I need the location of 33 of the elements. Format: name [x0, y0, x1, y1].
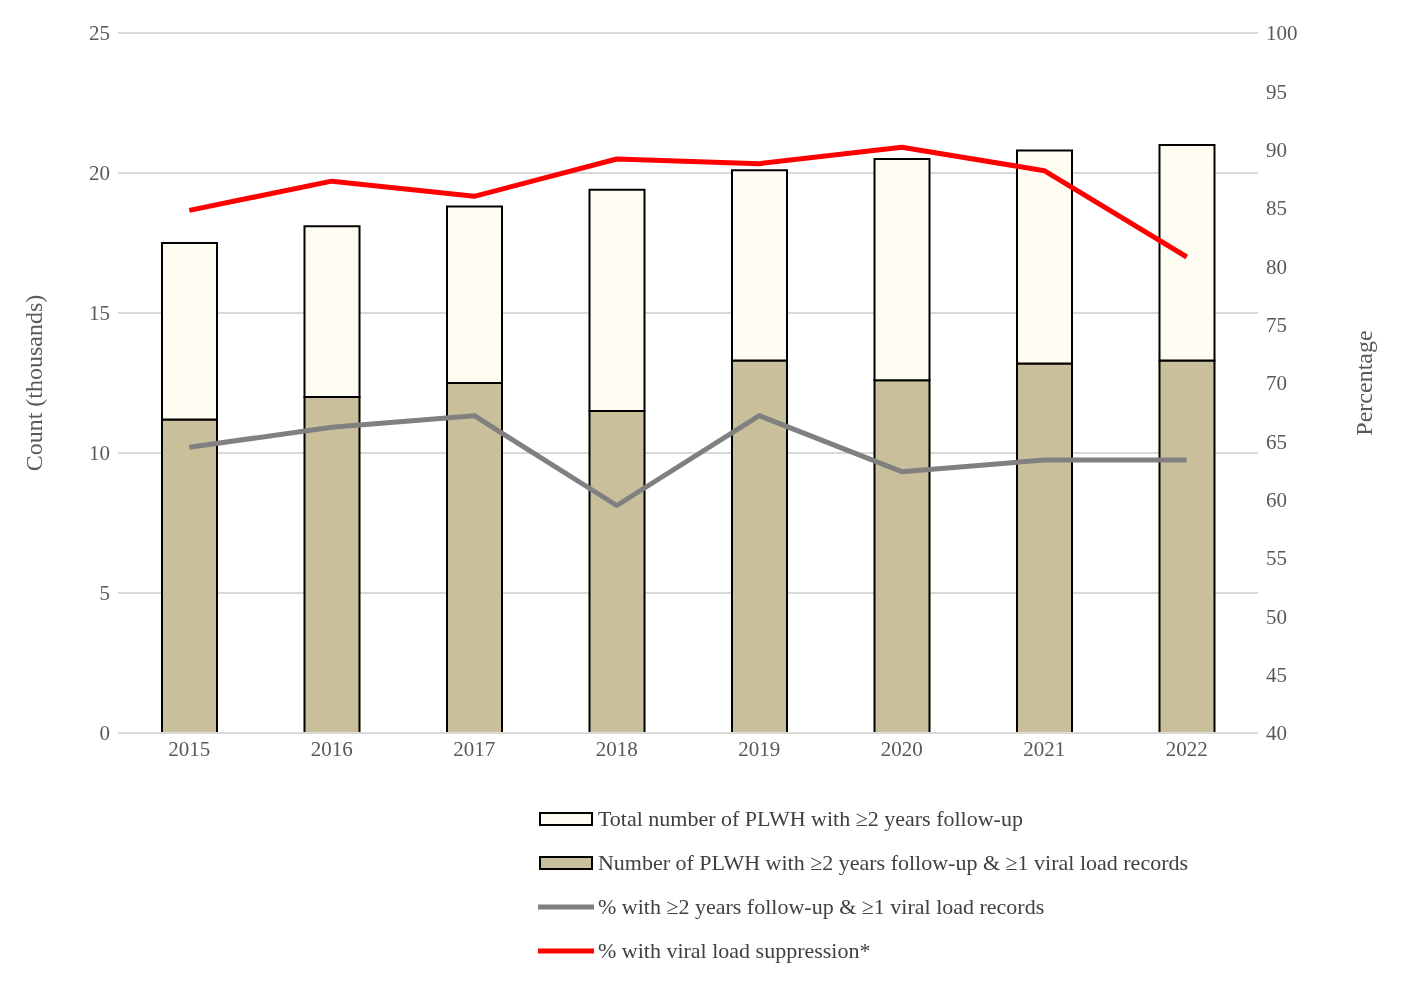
y-tick-label: 5 [99, 581, 110, 606]
x-tick-label: 2019 [738, 736, 781, 761]
x-tick-label: 2017 [453, 736, 496, 761]
y2-tick-label: 80 [1266, 254, 1287, 279]
x-tick-label: 2018 [595, 736, 638, 761]
y2-tick-label: 65 [1266, 429, 1287, 454]
y-axis-title: Count (thousands) [20, 294, 47, 472]
y2-tick-label: 85 [1266, 196, 1287, 221]
legend-label: % with viral load suppression* [597, 938, 871, 964]
y2-tick-label: 90 [1266, 138, 1287, 163]
y-tick-label: 15 [89, 301, 110, 326]
y2-tick-label: 60 [1266, 488, 1287, 513]
y2-axis-title: Percentage [1350, 330, 1377, 436]
y2-tick-label: 40 [1266, 721, 1287, 746]
legend-label: Total number of PLWH with ≥2 years follow-up [597, 806, 1023, 832]
y-tick-label: 0 [99, 721, 110, 746]
x-tick-label: 2020 [880, 736, 923, 761]
y-tick-label: 25 [89, 21, 110, 46]
y-tick-label: 10 [89, 441, 110, 466]
y2-tick-label: 45 [1266, 663, 1287, 688]
x-tick-label: 2015 [168, 736, 211, 761]
legend-label: % with ≥2 years follow-up & ≥1 viral load records [597, 894, 1045, 920]
x-tick-label: 2016 [310, 736, 353, 761]
y2-tick-label: 70 [1266, 371, 1287, 396]
y2-tick-label: 75 [1266, 313, 1287, 338]
y2-tick-label: 50 [1266, 604, 1287, 629]
y2-tick-label: 55 [1266, 546, 1287, 571]
x-tick-label: 2021 [1023, 736, 1066, 761]
legend-label: Number of PLWH with ≥2 years follow-up & ≥1 viral load records [597, 850, 1189, 876]
y2-tick-label: 100 [1266, 21, 1298, 46]
x-tick-label: 2022 [1165, 736, 1208, 761]
y-tick-label: 20 [89, 161, 110, 186]
y2-tick-label: 95 [1266, 79, 1287, 104]
